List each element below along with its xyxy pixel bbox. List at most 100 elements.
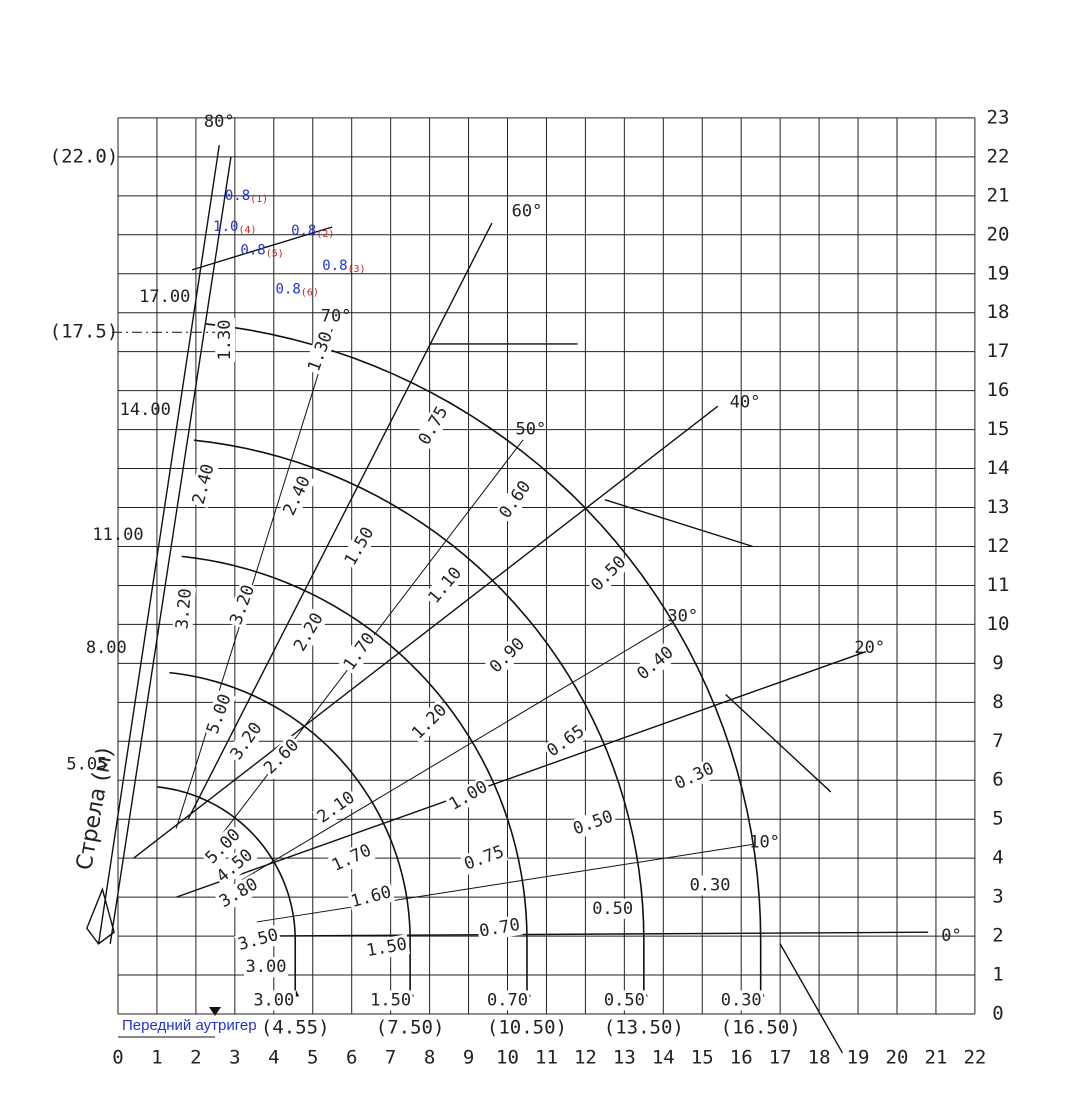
x-tick-label: 19 [847, 1047, 870, 1069]
load-label-bg [278, 471, 316, 520]
y-tick-label: 12 [987, 535, 1010, 557]
angle-label: 50° [516, 420, 547, 440]
load-label-bg [484, 632, 531, 679]
load-label: 1.50 [370, 990, 411, 1010]
x-tick-label: 15 [691, 1047, 714, 1069]
boom-extension [191, 226, 844, 1054]
y-tick-label: 0 [992, 1003, 1003, 1025]
y-tick-label: 16 [987, 379, 1010, 401]
boom-length: 11.00 [92, 525, 143, 545]
load-label-bg [590, 898, 635, 919]
load-label-bg [602, 990, 647, 1011]
load-label-bg [670, 757, 719, 795]
range-arc [157, 786, 297, 995]
y-tick-label: 22 [987, 145, 1010, 167]
load-label-bg [234, 924, 283, 956]
load-label: 0.30 [721, 990, 762, 1010]
load-label-bg [460, 841, 509, 876]
y-tick-label: 17 [987, 340, 1010, 362]
y-tick-label: 13 [987, 496, 1010, 518]
angle-label: 0° [941, 926, 961, 946]
load-label-bg [312, 786, 360, 829]
load-label: 0.50 [604, 990, 645, 1010]
top-load-index: (4) [238, 225, 256, 236]
x-tick-label: 1 [151, 1047, 162, 1069]
y-tick-label: 23 [987, 106, 1010, 128]
x-tick-label: 3 [229, 1047, 240, 1069]
x-tick-label: 14 [652, 1047, 675, 1069]
top-load-label: 0.8(3) [322, 258, 365, 275]
load-label-bg [339, 522, 380, 571]
boom-outline [133, 405, 719, 859]
y-tick-label: 19 [987, 262, 1010, 284]
boom-outline [176, 651, 867, 898]
x-tick-label: 8 [424, 1047, 435, 1069]
load-label-bg [225, 717, 268, 766]
x-tick-label: 2 [190, 1047, 201, 1069]
load-label-bg [244, 957, 289, 978]
load-label: 3.00 [246, 957, 287, 977]
angle-ray [175, 328, 333, 829]
angle-label: 80° [204, 112, 235, 132]
x-tick-label: 16 [730, 1047, 753, 1069]
x-tick-label: 4 [268, 1047, 279, 1069]
range-arc [169, 671, 411, 995]
x-tick-label: 21 [925, 1047, 948, 1069]
angle-label: 40° [730, 392, 761, 412]
load-label-bg [289, 608, 329, 657]
y-tick-label: 10 [987, 613, 1010, 635]
y-tick-label: 20 [987, 223, 1010, 245]
angle-label: 60° [512, 201, 543, 221]
top-load-index: (2) [316, 229, 334, 240]
radius-mark: (4.55) [261, 1017, 330, 1039]
top-load-label: 0.8(6) [275, 281, 318, 298]
boom-outline [254, 931, 929, 937]
load-label-bg [444, 776, 493, 816]
load-label-bg [338, 627, 381, 676]
load-label-bg [258, 734, 305, 780]
load-label: 0.30 [690, 875, 731, 895]
radius-mark: (10.50) [487, 1017, 567, 1039]
load-label-bg [586, 551, 632, 597]
load-label: 0.70 [487, 990, 528, 1010]
top-load-value: 0.8 [240, 242, 265, 258]
y-tick-label: 2 [992, 925, 1003, 947]
top-load-value: 0.8 [322, 258, 347, 274]
boom-outline [109, 156, 232, 944]
top-load-label: 1.0(4) [213, 219, 256, 236]
load-label-bg [719, 990, 764, 1011]
load-label-bg [476, 914, 524, 942]
y-tick-label: 15 [987, 418, 1010, 440]
top-load-label: 0.8(1) [225, 188, 268, 205]
load-label-bg [188, 460, 220, 508]
x-tick-label: 7 [385, 1047, 396, 1069]
y-tick-label: 3 [992, 886, 1003, 908]
load-label-bg [368, 990, 413, 1011]
y-tick-label: 18 [987, 301, 1010, 323]
y-tick-label: 11 [987, 574, 1010, 596]
boom-outline [97, 145, 220, 944]
angle-label: 70° [321, 307, 352, 327]
load-label-bg [423, 562, 467, 609]
radius-mark: (7.50) [376, 1017, 445, 1039]
top-load-index: (6) [301, 287, 319, 298]
height-mark: (17.5) [50, 321, 119, 343]
angle-label: 10° [749, 833, 780, 853]
outrigger-label: Передний аутригер [122, 1017, 257, 1034]
x-tick-label: 13 [613, 1047, 636, 1069]
top-load-index: (5) [266, 248, 284, 259]
x-tick-label: 11 [535, 1047, 558, 1069]
load-label-bg [200, 823, 246, 870]
top-load-index: (3) [348, 264, 366, 275]
height-mark: (22.0) [50, 145, 119, 167]
x-tick-label: 18 [808, 1047, 831, 1069]
load-label-bg [632, 641, 679, 686]
load-label: 0.50 [592, 899, 633, 919]
boom-length: 8.00 [86, 638, 127, 658]
load-label: 3.20 [172, 588, 195, 631]
load-label: 1.30 [215, 320, 235, 361]
top-load-label: 0.8(5) [240, 242, 283, 259]
top-load-value: 1.0 [213, 219, 238, 235]
top-load-value: 0.8 [291, 223, 316, 239]
